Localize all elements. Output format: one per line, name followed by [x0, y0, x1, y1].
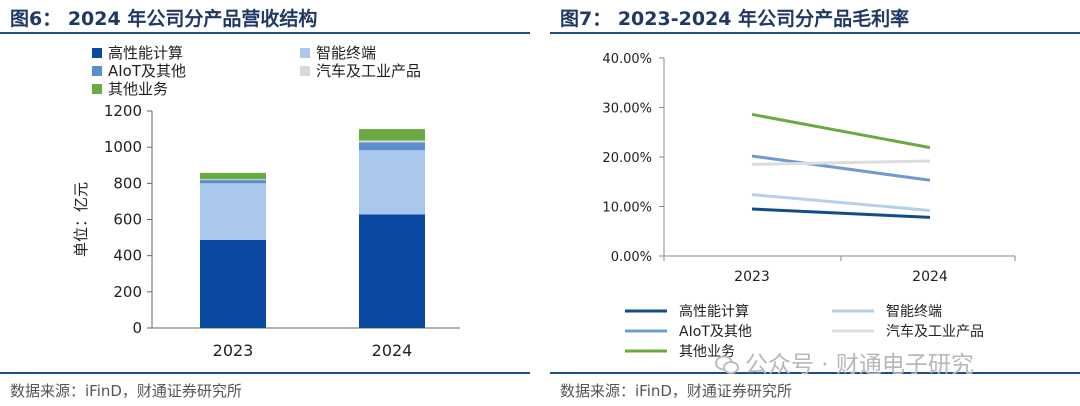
title-divider: [550, 32, 1080, 34]
legend-label: 高性能计算: [679, 303, 749, 320]
gross-margin-panel: 图7： 2023-2024 年公司分产品毛利率 0.00% 10.00% 20.00…: [550, 0, 1080, 406]
bar-segment: [200, 183, 266, 240]
y-tick-label: 0: [132, 319, 142, 337]
y-tick-label: 20.00%: [602, 151, 652, 166]
x-tick-label: 2024: [912, 269, 948, 285]
legend-label: 汽车及工业产品: [886, 323, 984, 340]
y-tick-label: 200: [113, 283, 142, 301]
y-tick-label: 1200: [104, 102, 142, 120]
legend-swatch: [300, 48, 310, 58]
x-tick-label: 2023: [734, 269, 770, 285]
watermark-text: 公众号 · 财通电子研究: [745, 352, 974, 378]
bar-segment: [359, 150, 425, 215]
wechat-icon: [715, 355, 739, 374]
y-tick-label: 800: [113, 174, 142, 192]
series-line: [751, 207, 931, 219]
y-tick-label: 0.00%: [611, 250, 652, 265]
gross-margin-line-chart: 0.00% 10.00% 20.00% 30.00% 40.00% 2023 2024 高性能…: [602, 52, 1016, 360]
revenue-chart-title: 图6： 2024 年公司分产品营收结构: [10, 8, 318, 30]
bar-segment: [359, 140, 425, 143]
legend-label: 高性能计算: [108, 44, 183, 62]
wechat-watermark: 公众号 · 财通电子研究: [715, 345, 974, 379]
bar-segment: [359, 129, 425, 141]
margin-chart-title: 图7： 2023-2024 年公司分产品毛利率: [560, 8, 910, 30]
y-tick-label: 10.00%: [602, 201, 652, 216]
y-tick-label: 400: [113, 247, 142, 265]
y-tick-label: 30.00%: [602, 102, 652, 117]
bar-segment: [200, 179, 266, 181]
x-tick-label: 2024: [372, 341, 413, 360]
legend-label: 其他业务: [108, 80, 168, 98]
y-axis-title: 单位：亿元: [72, 182, 90, 257]
legend-label: 其他业务: [679, 344, 735, 360]
x-tick-label: 2023: [213, 341, 254, 360]
legend-swatch: [300, 66, 310, 76]
legend-swatch: [92, 66, 102, 76]
revenue-data-source: 数据来源：iFinD，财通证券研究所: [10, 382, 242, 400]
legend-swatch: [92, 48, 102, 58]
legend-label: 智能终端: [316, 44, 376, 62]
legend-label: 汽车及工业产品: [316, 62, 421, 80]
series-line: [751, 159, 931, 166]
legend-swatch: [92, 84, 102, 94]
source-divider: [0, 372, 530, 374]
margin-data-source: 数据来源：iFinD，财通证券研究所: [560, 382, 792, 400]
series-line: [751, 154, 931, 182]
legend-label: AIoT及其他: [108, 62, 186, 80]
y-tick-label: 40.00%: [602, 52, 652, 67]
legend-label: 智能终端: [886, 304, 942, 320]
legend-label: AIoT及其他: [679, 324, 752, 340]
y-tick-label: 1000: [104, 138, 142, 156]
bar-segment: [200, 239, 266, 328]
bar-segment: [359, 142, 425, 151]
y-tick-label: 600: [113, 211, 142, 229]
revenue-structure-panel: 图6： 2024 年公司分产品营收结构 高性能计算 智能终端 AIoT及其他 汽车及工…: [0, 0, 530, 406]
bar-segment: [200, 180, 266, 184]
series-line: [751, 193, 931, 212]
bar-segment: [200, 172, 266, 180]
source-divider: [550, 372, 1080, 374]
bar-segment: [359, 214, 425, 328]
series-line: [751, 112, 931, 150]
title-divider: [0, 32, 530, 34]
